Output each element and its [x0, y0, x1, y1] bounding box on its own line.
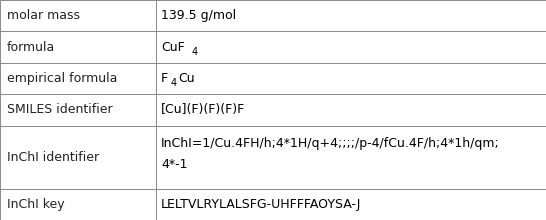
Text: [Cu](F)(F)(F)F: [Cu](F)(F)(F)F: [161, 103, 245, 117]
Text: InChI key: InChI key: [7, 198, 64, 211]
Text: 4: 4: [170, 79, 176, 88]
Text: Cu: Cu: [178, 72, 195, 85]
Text: InChI=1/Cu.4FH/h;4*1H/q+4;;;;/p-4/fCu.4F/h;4*1h/qm;: InChI=1/Cu.4FH/h;4*1H/q+4;;;;/p-4/fCu.4F…: [161, 137, 500, 150]
Text: 139.5 g/mol: 139.5 g/mol: [161, 9, 236, 22]
Text: InChI identifier: InChI identifier: [7, 151, 99, 164]
Text: CuF: CuF: [161, 41, 185, 54]
Text: empirical formula: empirical formula: [7, 72, 117, 85]
Text: SMILES identifier: SMILES identifier: [7, 103, 112, 117]
Text: F: F: [161, 72, 168, 85]
Text: molar mass: molar mass: [7, 9, 80, 22]
Text: formula: formula: [7, 41, 55, 54]
Text: LELTVLRYLALSFG-UHFFFAOYSA-J: LELTVLRYLALSFG-UHFFFAOYSA-J: [161, 198, 361, 211]
Text: 4*-1: 4*-1: [161, 158, 188, 171]
Text: 4: 4: [192, 47, 198, 57]
